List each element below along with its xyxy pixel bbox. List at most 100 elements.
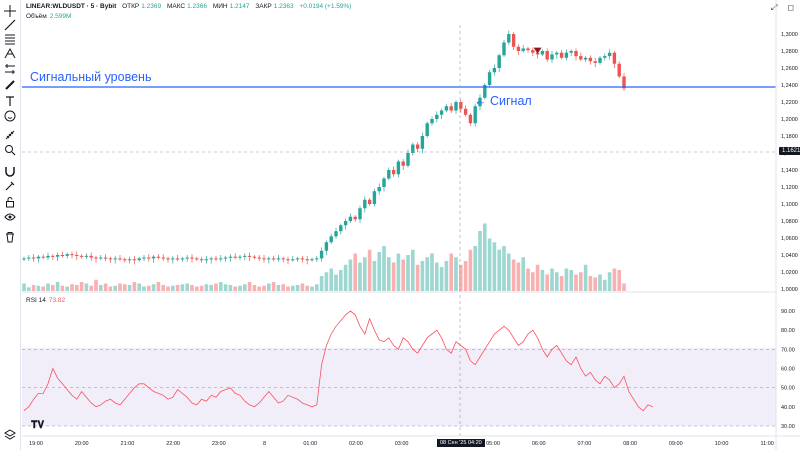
volume-bar <box>161 285 165 291</box>
volume-bar <box>79 282 84 291</box>
price-tick: 1,0600 <box>781 236 798 242</box>
volume-bar <box>315 284 319 291</box>
measure-icon[interactable] <box>3 128 17 142</box>
candle-body <box>228 256 233 258</box>
volume-bar <box>113 285 117 291</box>
volume-bar <box>151 284 156 291</box>
candle-body <box>271 258 276 260</box>
candle-body <box>161 257 165 259</box>
candle-body <box>238 256 242 258</box>
brush-icon[interactable] <box>3 78 17 92</box>
candle-body <box>348 216 353 221</box>
candle-body <box>267 258 271 260</box>
candle-body <box>363 199 367 209</box>
text-icon[interactable] <box>3 94 17 108</box>
volume-bar <box>118 283 122 291</box>
volume-bar <box>228 285 233 291</box>
price-tick: 1,2800 <box>781 49 798 55</box>
volume-bar <box>454 257 458 291</box>
candle-body <box>175 258 180 260</box>
volume-bar <box>526 268 530 291</box>
crosshair-icon[interactable] <box>3 4 17 18</box>
candle-body <box>598 57 602 63</box>
candle-body <box>444 106 449 111</box>
crosshair-time-badge: 08 Сен '25 04:20 <box>437 439 485 447</box>
candle-body <box>559 52 564 58</box>
volume-bar <box>214 283 218 291</box>
top-right-buttons: ⤢ ◻ <box>771 3 794 13</box>
candle-body <box>99 257 103 259</box>
emoji-icon[interactable] <box>3 109 17 123</box>
volume-bar <box>137 283 141 291</box>
candle-body <box>521 48 525 51</box>
layers-icon[interactable] <box>3 428 17 442</box>
fib-icon[interactable] <box>3 32 17 46</box>
rsi-tick: 40.00 <box>781 405 795 411</box>
volume-bar <box>564 268 569 291</box>
volume-legend: Объём 2.599M <box>26 13 72 20</box>
rsi-tick: 80.00 <box>781 328 795 334</box>
candle-body <box>127 259 132 261</box>
time-tick: 8 <box>263 441 266 447</box>
volume-bar <box>535 264 540 291</box>
signal-level-label[interactable]: Сигнальный уровень <box>30 70 152 84</box>
trash-icon[interactable] <box>3 230 17 244</box>
volume-bar <box>516 262 521 291</box>
camera-icon[interactable]: ◻ <box>787 3 794 12</box>
rsi-tick: 70.00 <box>781 347 795 353</box>
time-tick: 01:00 <box>303 441 317 447</box>
pattern-icon[interactable] <box>3 46 17 60</box>
candle-body <box>46 255 50 258</box>
zoom-icon[interactable] <box>3 143 17 157</box>
volume-bar <box>324 272 329 291</box>
volume-bar <box>411 249 415 291</box>
price-tick: 1,0200 <box>781 270 798 276</box>
volume-bar <box>391 262 396 291</box>
signal-label[interactable]: ← Сигнал <box>474 94 532 108</box>
candle-body <box>79 255 84 257</box>
volume-bar <box>123 284 127 291</box>
rsi-axis: 90.00 80.00 70.00 60.00 50.00 40.00 30.00 <box>781 309 795 430</box>
signal-markers <box>533 47 542 54</box>
candle-body <box>555 52 559 55</box>
candle-body <box>60 255 65 256</box>
candle-body <box>257 257 261 259</box>
symbol-name[interactable]: LINEAR:WLDUSDT · 5 · Bybit <box>26 3 117 10</box>
eye-icon[interactable] <box>3 210 17 224</box>
candle-body <box>401 161 405 166</box>
volume-bar <box>291 285 295 291</box>
candle-body <box>329 236 333 243</box>
price-tick: 1,1000 <box>781 202 798 208</box>
candle-body <box>94 257 98 259</box>
candle-body <box>252 256 257 258</box>
candle-body <box>324 242 329 251</box>
volume-bar <box>521 257 525 291</box>
ohlc-open: ОТКР 1.2369 <box>122 3 162 10</box>
volume-bar <box>310 286 314 291</box>
volume-bar <box>127 285 132 291</box>
ruler-icon[interactable] <box>3 62 17 76</box>
magnet-icon[interactable] <box>3 164 17 178</box>
volume-bar <box>65 286 69 291</box>
candle-body <box>396 161 401 175</box>
candle-body <box>353 216 357 220</box>
volume-bar <box>406 255 410 291</box>
volume-bar <box>70 284 74 291</box>
candle-body <box>276 258 281 260</box>
volume-bar <box>459 264 463 291</box>
volume-bar <box>281 284 285 291</box>
lock-icon[interactable] <box>3 195 17 209</box>
trendline-icon[interactable] <box>3 18 17 32</box>
volume-bar <box>502 246 506 291</box>
expand-icon[interactable]: ⤢ <box>770 3 778 12</box>
volume-bar <box>603 279 607 291</box>
volume-bar <box>243 284 247 291</box>
volume-bar <box>339 270 343 291</box>
candle-body <box>41 256 45 258</box>
candle-body <box>300 258 305 260</box>
volume-bar <box>46 283 50 291</box>
brush2-icon[interactable] <box>3 179 17 193</box>
volume-bar <box>22 283 26 291</box>
